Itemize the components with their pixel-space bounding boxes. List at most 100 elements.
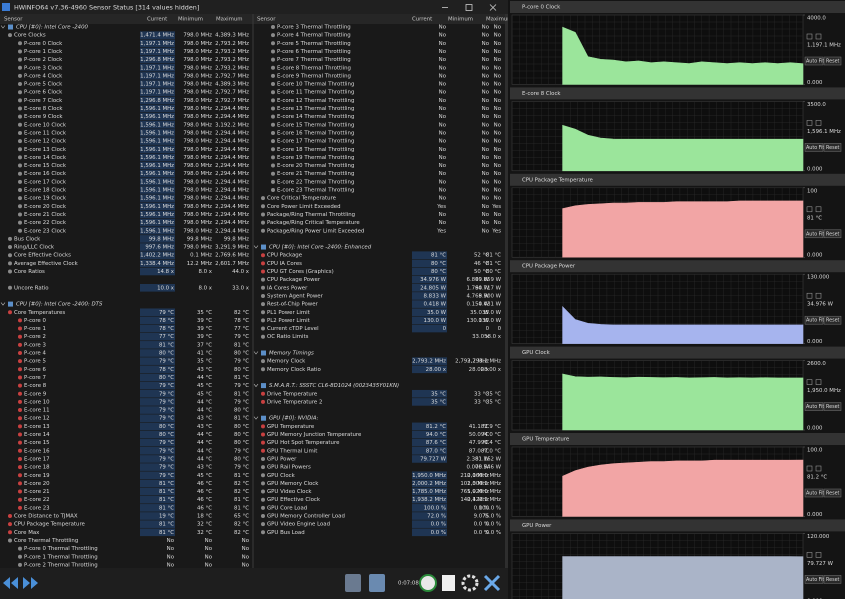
sensor-value: 81 °C	[234, 342, 249, 348]
button-label[interactable]: Auto Fit	[806, 231, 824, 237]
sensor-value: 0.0 %	[431, 530, 446, 536]
nav-right[interactable]	[23, 577, 38, 589]
checkbox[interactable]	[806, 465, 813, 472]
sensor-icon	[261, 228, 265, 233]
expander[interactable]	[253, 351, 259, 355]
button-label[interactable]: Reset	[826, 318, 840, 324]
sensor-name: P-core 2 Clock	[24, 57, 63, 63]
button[interactable]	[804, 402, 824, 411]
nav-buttons[interactable]	[3, 577, 38, 589]
button-label[interactable]: Auto Fit	[806, 145, 824, 151]
sensor-icon	[18, 179, 22, 184]
checkbox[interactable]	[815, 465, 822, 472]
sensor-value: 798.0 MHz	[183, 33, 212, 39]
sensor-icon	[271, 122, 275, 127]
sensor-value: 3,291.9 MHz	[215, 245, 249, 251]
sensor-value: 2,294.4 MHz	[215, 220, 249, 226]
current-highlight	[140, 226, 175, 235]
button-label[interactable]: Reset	[826, 59, 840, 65]
button-label[interactable]: Reset	[826, 404, 840, 410]
button[interactable]	[823, 488, 842, 498]
checkbox[interactable]	[815, 33, 822, 40]
button[interactable]	[823, 575, 842, 584]
net-icon[interactable]	[345, 574, 361, 592]
sensor-value: 2,294.4 MHz	[215, 196, 249, 202]
report-icon[interactable]	[442, 575, 455, 591]
close-icon[interactable]	[483, 574, 501, 592]
button[interactable]	[804, 229, 824, 239]
sensor-value: 78 °C	[159, 326, 174, 332]
button[interactable]	[823, 143, 842, 152]
checkbox[interactable]	[806, 552, 813, 558]
checkbox[interactable]	[815, 379, 822, 385]
checkbox[interactable]	[806, 120, 813, 126]
button-label[interactable]: Reset	[826, 577, 840, 583]
sensor-name: P-core 1 Thermal Throttling	[24, 554, 98, 560]
sensor-value: 2,793.2 MHz	[467, 359, 501, 365]
current-highlight	[412, 267, 447, 276]
checkbox[interactable]	[815, 552, 822, 558]
sensor-name: P-core 7 Clock	[24, 98, 63, 104]
button[interactable]	[804, 315, 824, 325]
sensor-name: E-core 13 Clock	[24, 147, 67, 153]
current-highlight	[140, 398, 175, 406]
checkbox[interactable]	[815, 206, 822, 213]
checkbox[interactable]	[806, 292, 813, 299]
button-label[interactable]: Reset	[826, 145, 840, 151]
window-controls[interactable]	[442, 4, 497, 11]
sensor-value: 80 °C	[159, 432, 174, 438]
checkbox[interactable]	[815, 292, 822, 299]
button[interactable]	[804, 488, 824, 498]
checkbox[interactable]	[806, 206, 813, 213]
button[interactable]	[804, 575, 824, 584]
current-highlight	[412, 520, 447, 528]
button-label[interactable]: Auto Fit	[806, 577, 824, 583]
clock-icon[interactable]	[419, 574, 437, 592]
button[interactable]	[823, 402, 842, 411]
expander[interactable]	[253, 245, 259, 249]
expander[interactable]	[253, 383, 259, 388]
nav-left[interactable]	[3, 577, 18, 589]
layout-icon[interactable]	[369, 574, 385, 592]
sensor-value: No	[494, 73, 501, 79]
sensor-value: 1,920.0 MHz	[467, 489, 501, 495]
checkbox[interactable]	[806, 33, 813, 40]
checkbox[interactable]	[806, 379, 813, 385]
button-label[interactable]: Auto Fit	[806, 404, 824, 410]
button[interactable]	[823, 315, 842, 325]
close[interactable]	[489, 4, 497, 11]
sensor-value: 765.0 MHz	[460, 489, 489, 495]
sensor-icon	[271, 41, 275, 46]
graph-title: CPU Package Power	[522, 264, 576, 270]
sensor-value: 798.0 MHz	[183, 245, 212, 251]
settings-icon[interactable]	[461, 574, 479, 592]
current-highlight	[140, 365, 175, 374]
maximize[interactable]	[465, 4, 473, 11]
button-label[interactable]: Auto Fit	[806, 318, 824, 324]
button[interactable]	[823, 229, 842, 239]
button-label[interactable]: Auto Fit	[806, 59, 824, 65]
sensor-value: 12.2 MHz	[187, 261, 212, 267]
sensor-name: E-core 20 Clock	[24, 204, 67, 210]
current-highlight	[412, 430, 447, 439]
expander[interactable]	[253, 416, 259, 420]
expander[interactable]	[0, 25, 6, 29]
sensor-name: Core Power Limit Exceeded	[267, 204, 341, 210]
sensor-value: No	[482, 98, 489, 104]
button-label[interactable]: Auto Fit	[806, 491, 824, 497]
scrollbar[interactable]	[505, 14, 508, 568]
sensor-icon	[261, 302, 265, 307]
button[interactable]	[804, 143, 824, 152]
button-label[interactable]: Reset	[826, 231, 840, 237]
sensor-icon	[261, 473, 265, 478]
expander[interactable]	[0, 302, 6, 306]
button-label[interactable]: Reset	[826, 491, 840, 497]
column-header: Maximum	[216, 17, 243, 23]
checkbox[interactable]	[815, 120, 822, 126]
button[interactable]	[823, 56, 842, 66]
sensor-name: GPU Hot Spot Temperature	[267, 440, 340, 446]
sensor-value: 798.0 MHz	[183, 155, 212, 161]
sensor-name: E-core 23	[24, 505, 50, 511]
sensor-value: 1.794 W	[467, 285, 490, 291]
button[interactable]	[804, 56, 824, 66]
